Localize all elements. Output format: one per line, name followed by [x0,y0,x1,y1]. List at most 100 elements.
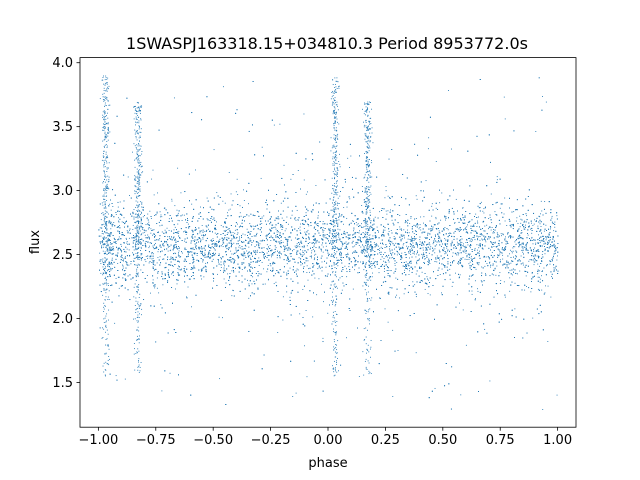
data-point [493,270,495,272]
data-point [164,248,166,250]
data-point [214,244,216,246]
data-point [437,238,439,239]
data-point [392,256,394,258]
data-point [354,245,356,247]
data-point [456,252,458,254]
data-point [480,201,482,203]
data-point [439,237,441,239]
data-point [280,246,282,248]
data-point [344,233,346,235]
data-point [364,223,366,225]
data-point [542,96,543,97]
data-point [400,248,402,250]
data-point [544,292,546,294]
data-point [137,285,139,287]
data-point [298,238,300,240]
data-point [383,260,384,262]
data-point [290,231,292,233]
data-point [321,270,323,272]
data-point [387,195,389,197]
data-point [500,279,502,281]
data-point [515,250,517,252]
data-point [383,271,385,272]
data-point [274,251,276,253]
data-point [308,271,310,273]
data-point [309,242,311,243]
data-point [107,269,109,271]
data-point [149,256,151,258]
data-point [174,205,176,207]
data-point [547,285,549,287]
data-point [545,224,547,226]
data-point [111,243,113,245]
data-point [474,239,476,241]
data-point [535,131,537,132]
data-point [404,222,406,224]
data-point [141,226,143,228]
data-point [461,219,463,221]
data-point [106,225,108,227]
data-point [337,228,339,230]
data-point [150,292,151,294]
data-point [415,273,417,275]
data-point [371,227,373,229]
data-point [405,264,407,266]
data-point [409,268,411,270]
data-point [321,283,322,285]
data-point [362,227,364,228]
data-point [377,249,379,251]
data-point [119,225,121,226]
data-point [407,238,409,240]
data-point [211,255,213,256]
data-point [321,244,323,246]
data-point [410,246,412,247]
data-point [154,236,155,238]
data-point [408,232,410,234]
data-point [370,254,372,255]
data-point [121,250,123,252]
data-point [160,304,162,306]
data-point [229,229,231,231]
data-point [135,213,137,215]
data-point [412,242,414,244]
data-point [296,209,298,211]
data-point [437,257,439,259]
data-point [424,288,426,290]
data-point [471,241,473,243]
data-point [156,211,158,213]
data-point [275,273,276,275]
data-point [228,209,230,211]
data-point [475,213,477,215]
data-point [305,310,307,311]
data-point [439,232,441,234]
data-point [202,237,204,239]
data-point [476,226,478,227]
data-point [149,245,150,247]
data-point [551,217,553,219]
data-point [366,244,368,246]
data-point [136,268,138,270]
data-point [451,255,453,257]
scatter-points [98,75,559,410]
data-point [471,290,473,292]
data-point [488,218,490,219]
data-point [393,238,395,240]
data-point [308,268,310,270]
data-point [383,258,385,260]
data-point [99,227,101,229]
data-point [505,236,506,238]
data-point [346,217,348,219]
data-point [173,229,175,231]
data-point [444,227,446,228]
data-point [452,252,454,254]
data-point [161,231,163,233]
data-point [420,216,422,218]
data-point [284,230,286,232]
data-point [135,272,137,274]
data-point [429,244,431,246]
data-point [424,237,426,238]
data-point [457,254,459,256]
data-point [355,222,357,223]
data-point [422,247,424,249]
data-point [391,253,393,255]
